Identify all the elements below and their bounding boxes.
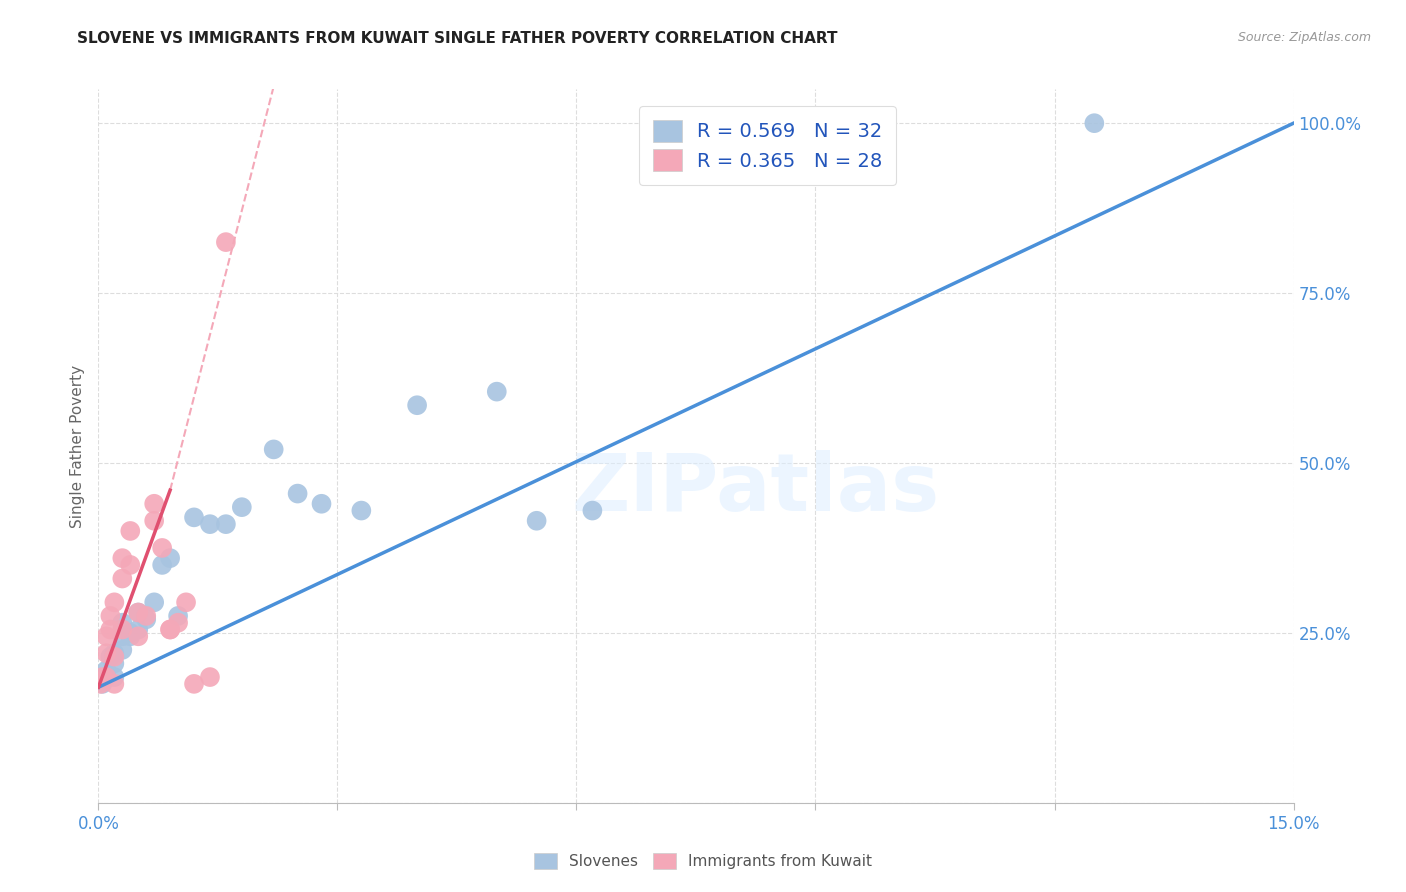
Point <box>526 514 548 528</box>
Point <box>143 497 166 511</box>
Point <box>485 384 508 399</box>
Point <box>311 497 333 511</box>
Point <box>103 649 125 664</box>
Point <box>103 646 125 660</box>
Text: Source: ZipAtlas.com: Source: ZipAtlas.com <box>1237 31 1371 45</box>
Point <box>183 510 205 524</box>
Point <box>103 677 125 691</box>
Point <box>96 670 118 684</box>
Point <box>127 606 149 620</box>
Point <box>198 670 221 684</box>
Legend: Slovenes, Immigrants from Kuwait: Slovenes, Immigrants from Kuwait <box>527 847 879 875</box>
Point <box>111 551 134 566</box>
Point <box>127 629 149 643</box>
Point <box>215 235 238 249</box>
Point <box>111 572 134 586</box>
Point <box>174 595 197 609</box>
Text: SLOVENE VS IMMIGRANTS FROM KUWAIT SINGLE FATHER POVERTY CORRELATION CHART: SLOVENE VS IMMIGRANTS FROM KUWAIT SINGLE… <box>77 31 838 46</box>
Point <box>1083 116 1105 130</box>
Point <box>231 500 253 515</box>
Point <box>135 608 157 623</box>
Point <box>111 643 134 657</box>
Point <box>111 615 134 630</box>
Point <box>111 629 134 643</box>
Point <box>150 541 173 555</box>
Point <box>98 649 122 664</box>
Point <box>159 551 181 566</box>
Point <box>120 626 142 640</box>
Point <box>159 623 181 637</box>
Point <box>103 595 125 609</box>
Point <box>98 608 122 623</box>
Y-axis label: Single Father Poverty: Single Father Poverty <box>69 365 84 527</box>
Point <box>183 677 205 691</box>
Point <box>406 398 429 412</box>
Point <box>287 486 309 500</box>
Point <box>150 558 173 572</box>
Point <box>581 503 603 517</box>
Point <box>91 677 114 691</box>
Point <box>127 623 149 637</box>
Point <box>96 663 118 677</box>
Point <box>120 524 142 538</box>
Point <box>135 612 157 626</box>
Point <box>350 503 373 517</box>
Point <box>96 646 118 660</box>
Point <box>91 670 114 684</box>
Legend: R = 0.569   N = 32, R = 0.365   N = 28: R = 0.569 N = 32, R = 0.365 N = 28 <box>640 106 896 185</box>
Point <box>198 517 221 532</box>
Point <box>96 670 118 684</box>
Text: ZIPatlas: ZIPatlas <box>572 450 939 528</box>
Point <box>96 629 118 643</box>
Point <box>263 442 285 457</box>
Point <box>120 558 142 572</box>
Point <box>98 623 122 637</box>
Point <box>143 595 166 609</box>
Point <box>127 606 149 620</box>
Point <box>90 677 112 691</box>
Point <box>103 657 125 671</box>
Point <box>167 615 190 630</box>
Point <box>143 514 166 528</box>
Point <box>159 623 181 637</box>
Point <box>215 517 238 532</box>
Point <box>111 623 134 637</box>
Point <box>103 670 125 684</box>
Point <box>120 629 142 643</box>
Point <box>167 608 190 623</box>
